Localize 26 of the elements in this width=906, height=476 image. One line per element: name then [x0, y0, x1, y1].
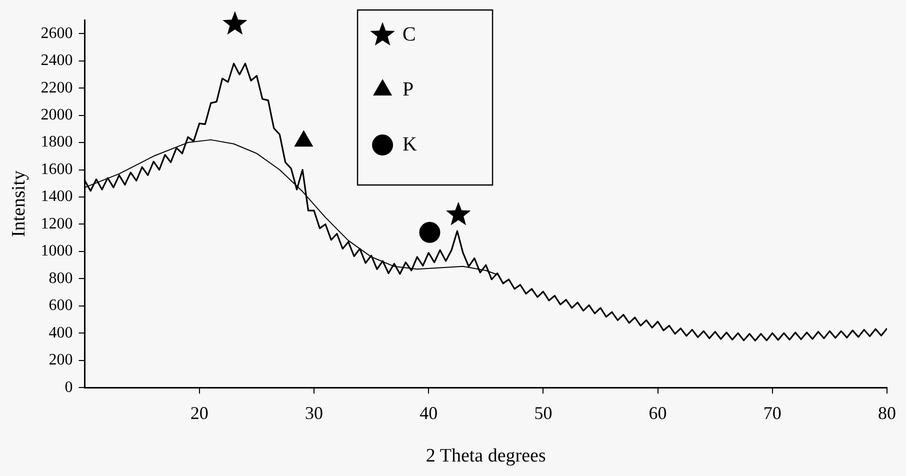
y-tick-label: 2000	[40, 106, 73, 124]
y-tick-label: 0	[64, 378, 73, 396]
y-axis-title: Intensity	[8, 170, 30, 238]
legend-label: K	[402, 133, 418, 156]
y-tick-label: 1600	[40, 160, 73, 178]
x-tick-label: 20	[190, 403, 208, 424]
y-tick-label: 2400	[40, 52, 73, 70]
y-tick-label: 1000	[40, 242, 73, 260]
y-tick-label: 1800	[40, 134, 73, 151]
x-tick-label: 40	[420, 403, 438, 424]
y-tick-label: 800	[48, 270, 73, 287]
x-tick-label: 70	[763, 403, 782, 424]
y-tick-label: 400	[48, 324, 73, 342]
legend-label: C	[402, 23, 416, 46]
legend-label: P	[402, 78, 414, 100]
y-tick-label: 1400	[40, 188, 73, 206]
x-tick-label: 60	[648, 403, 667, 424]
x-tick-label: 50	[534, 403, 552, 424]
y-tick-label: 600	[48, 297, 73, 314]
y-tick-label: 200	[48, 352, 73, 369]
y-tick-label: 2600	[40, 24, 73, 42]
y-tick-label: 1200	[40, 215, 73, 232]
x-axis-title: 2 Theta degrees	[426, 446, 546, 467]
x-tick-label: 80	[878, 403, 896, 424]
y-tick-label: 2200	[40, 79, 73, 96]
x-tick-label: 30	[305, 403, 323, 424]
